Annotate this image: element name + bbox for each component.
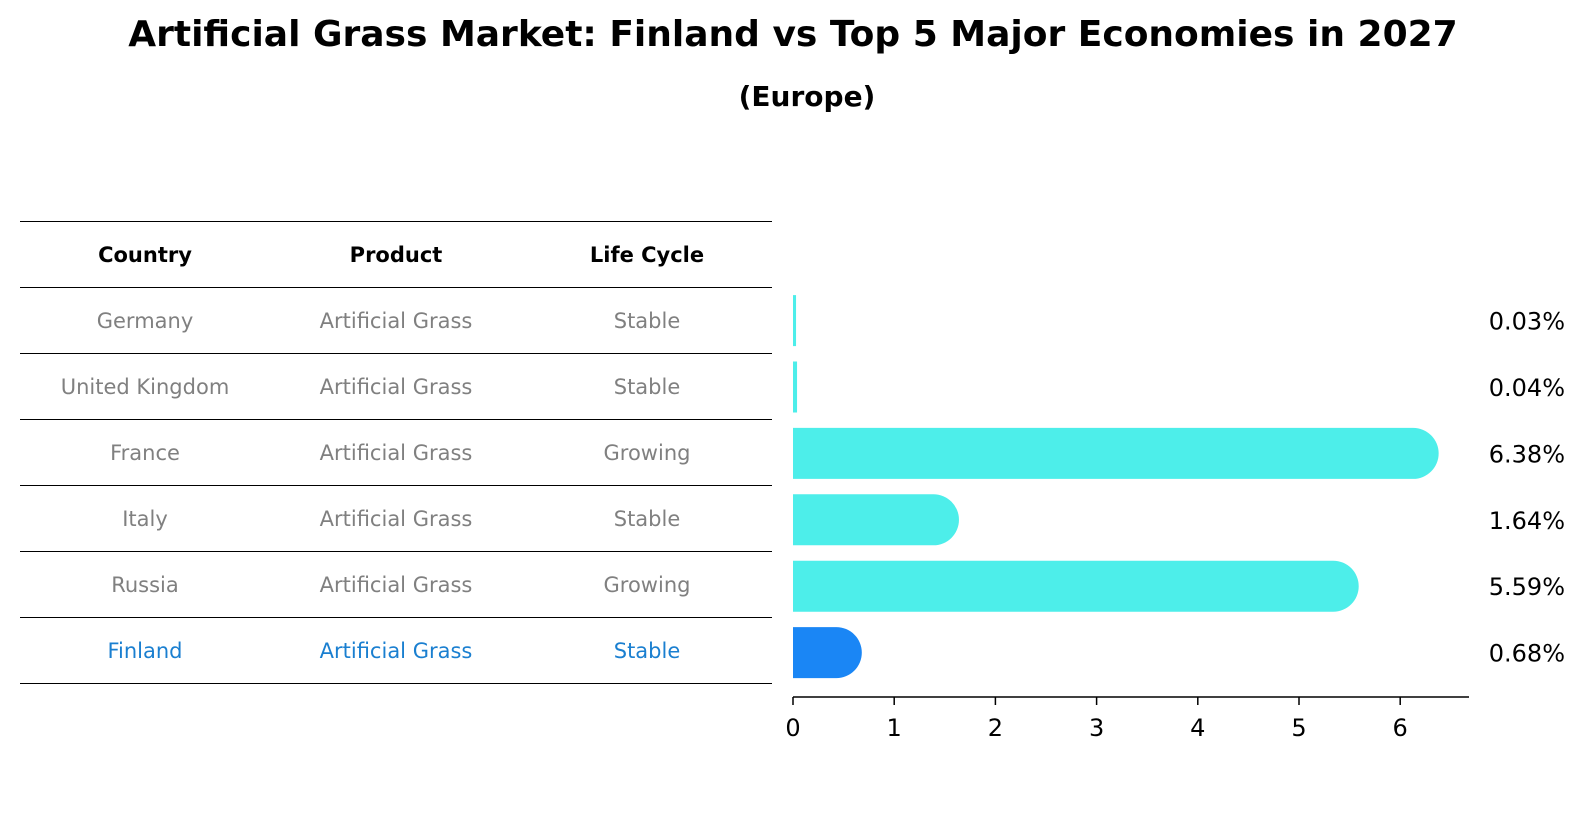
- x-tick-label: 0: [785, 714, 800, 742]
- x-tick-label: 2: [988, 714, 1003, 742]
- cell-country: Italy: [20, 485, 270, 552]
- table-row: Germany Artificial Grass Stable: [20, 287, 772, 354]
- table-row: United Kingdom Artificial Grass Stable: [20, 353, 772, 420]
- x-tick-label: 6: [1393, 714, 1408, 742]
- bar-germany: [793, 295, 797, 347]
- cell-life-cycle: Stable: [522, 617, 772, 684]
- cell-product: Artificial Grass: [270, 287, 522, 354]
- bar-italy: [793, 494, 959, 546]
- value-label: 5.59%: [1489, 573, 1565, 601]
- cell-country: France: [20, 419, 270, 486]
- chart-title: Artificial Grass Market: Finland vs Top …: [128, 14, 1458, 55]
- cell-product: Artificial Grass: [270, 551, 522, 618]
- cell-product: Artificial Grass: [270, 485, 522, 552]
- x-tick-label: 4: [1190, 714, 1205, 742]
- cell-product: Artificial Grass: [270, 353, 522, 420]
- header-country: Country: [20, 221, 270, 288]
- value-label: 0.68%: [1489, 640, 1565, 668]
- cell-product: Artificial Grass: [270, 419, 522, 486]
- table-row: France Artificial Grass Growing: [20, 419, 772, 486]
- cell-life-cycle: Growing: [522, 419, 772, 486]
- cell-country: United Kingdom: [20, 353, 270, 420]
- x-tick-label: 5: [1291, 714, 1306, 742]
- bar-russia: [793, 560, 1359, 612]
- x-tick-label: 3: [1089, 714, 1104, 742]
- cell-life-cycle: Growing: [522, 551, 772, 618]
- table-row-highlighted: Finland Artificial Grass Stable: [20, 617, 772, 684]
- cell-country: Russia: [20, 551, 270, 618]
- data-table-container: Country Product Life Cycle Germany Artif…: [20, 221, 772, 684]
- header-life-cycle: Life Cycle: [522, 221, 772, 288]
- x-tick-label: 1: [887, 714, 902, 742]
- chart-subtitle: (Europe): [738, 80, 876, 113]
- value-label: 0.03%: [1489, 308, 1565, 336]
- data-table: Country Product Life Cycle Germany Artif…: [20, 221, 772, 684]
- table-row: Italy Artificial Grass Stable: [20, 485, 772, 552]
- bar-france: [793, 427, 1439, 479]
- cell-country: Germany: [20, 287, 270, 354]
- table-header-row: Country Product Life Cycle: [20, 221, 772, 288]
- bar-united-kingdom: [793, 361, 798, 413]
- value-label: 1.64%: [1489, 507, 1565, 535]
- cell-life-cycle: Stable: [522, 287, 772, 354]
- cell-country: Finland: [20, 617, 270, 684]
- value-label: 6.38%: [1489, 440, 1565, 468]
- value-label: 0.04%: [1489, 374, 1565, 402]
- table-row: Russia Artificial Grass Growing: [20, 551, 772, 618]
- cell-product: Artificial Grass: [270, 617, 522, 684]
- bar-finland: [793, 627, 862, 679]
- header-product: Product: [270, 221, 522, 288]
- cell-life-cycle: Stable: [522, 485, 772, 552]
